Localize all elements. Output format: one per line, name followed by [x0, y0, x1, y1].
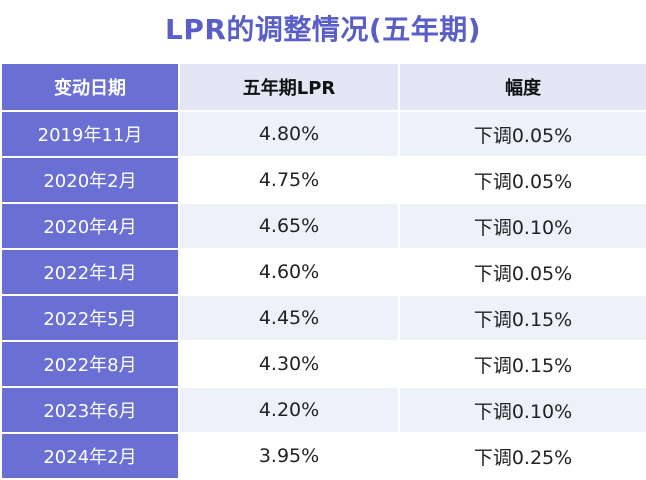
- table-row: 2022年1月 4.60% 下调0.05%: [0, 248, 646, 296]
- table-row: 2020年2月 4.75% 下调0.05%: [0, 156, 646, 204]
- cell-date: 2020年4月: [0, 202, 180, 250]
- cell-lpr: 4.30%: [178, 340, 400, 388]
- cell-change: 下调0.10%: [398, 202, 646, 250]
- cell-date: 2022年5月: [0, 294, 180, 342]
- cell-change: 下调0.05%: [398, 248, 646, 296]
- cell-date: 2019年11月: [0, 110, 180, 158]
- cell-date: 2020年2月: [0, 156, 180, 204]
- header-change-amount: 幅度: [398, 62, 646, 112]
- header-change-date: 变动日期: [0, 62, 180, 112]
- cell-lpr: 4.75%: [178, 156, 400, 204]
- cell-change: 下调0.10%: [398, 386, 646, 434]
- cell-date: 2022年8月: [0, 340, 180, 388]
- cell-date: 2022年1月: [0, 248, 180, 296]
- table-row: 2019年11月 4.80% 下调0.05%: [0, 110, 646, 158]
- cell-change: 下调0.15%: [398, 294, 646, 342]
- table-row: 2022年5月 4.45% 下调0.15%: [0, 294, 646, 342]
- cell-lpr: 4.60%: [178, 248, 400, 296]
- cell-change: 下调0.05%: [398, 110, 646, 158]
- page-title: LPR的调整情况(五年期): [164, 13, 482, 46]
- cell-change: 下调0.25%: [398, 432, 646, 480]
- cell-change: 下调0.05%: [398, 156, 646, 204]
- cell-lpr: 4.45%: [178, 294, 400, 342]
- cell-change: 下调0.15%: [398, 340, 646, 388]
- table-header-row: 变动日期 五年期LPR 幅度: [0, 62, 646, 112]
- header-five-year-lpr: 五年期LPR: [178, 62, 400, 112]
- cell-lpr: 4.80%: [178, 110, 400, 158]
- cell-lpr: 4.65%: [178, 202, 400, 250]
- table-row: 2023年6月 4.20% 下调0.10%: [0, 386, 646, 434]
- cell-date: 2024年2月: [0, 432, 180, 480]
- lpr-table: 变动日期 五年期LPR 幅度 2019年11月 4.80% 下调0.05% 20…: [0, 62, 646, 480]
- cell-date: 2023年6月: [0, 386, 180, 434]
- table-row: 2024年2月 3.95% 下调0.25%: [0, 432, 646, 480]
- table-row: 2020年4月 4.65% 下调0.10%: [0, 202, 646, 250]
- cell-lpr: 4.20%: [178, 386, 400, 434]
- cell-lpr: 3.95%: [178, 432, 400, 480]
- table-row: 2022年8月 4.30% 下调0.15%: [0, 340, 646, 388]
